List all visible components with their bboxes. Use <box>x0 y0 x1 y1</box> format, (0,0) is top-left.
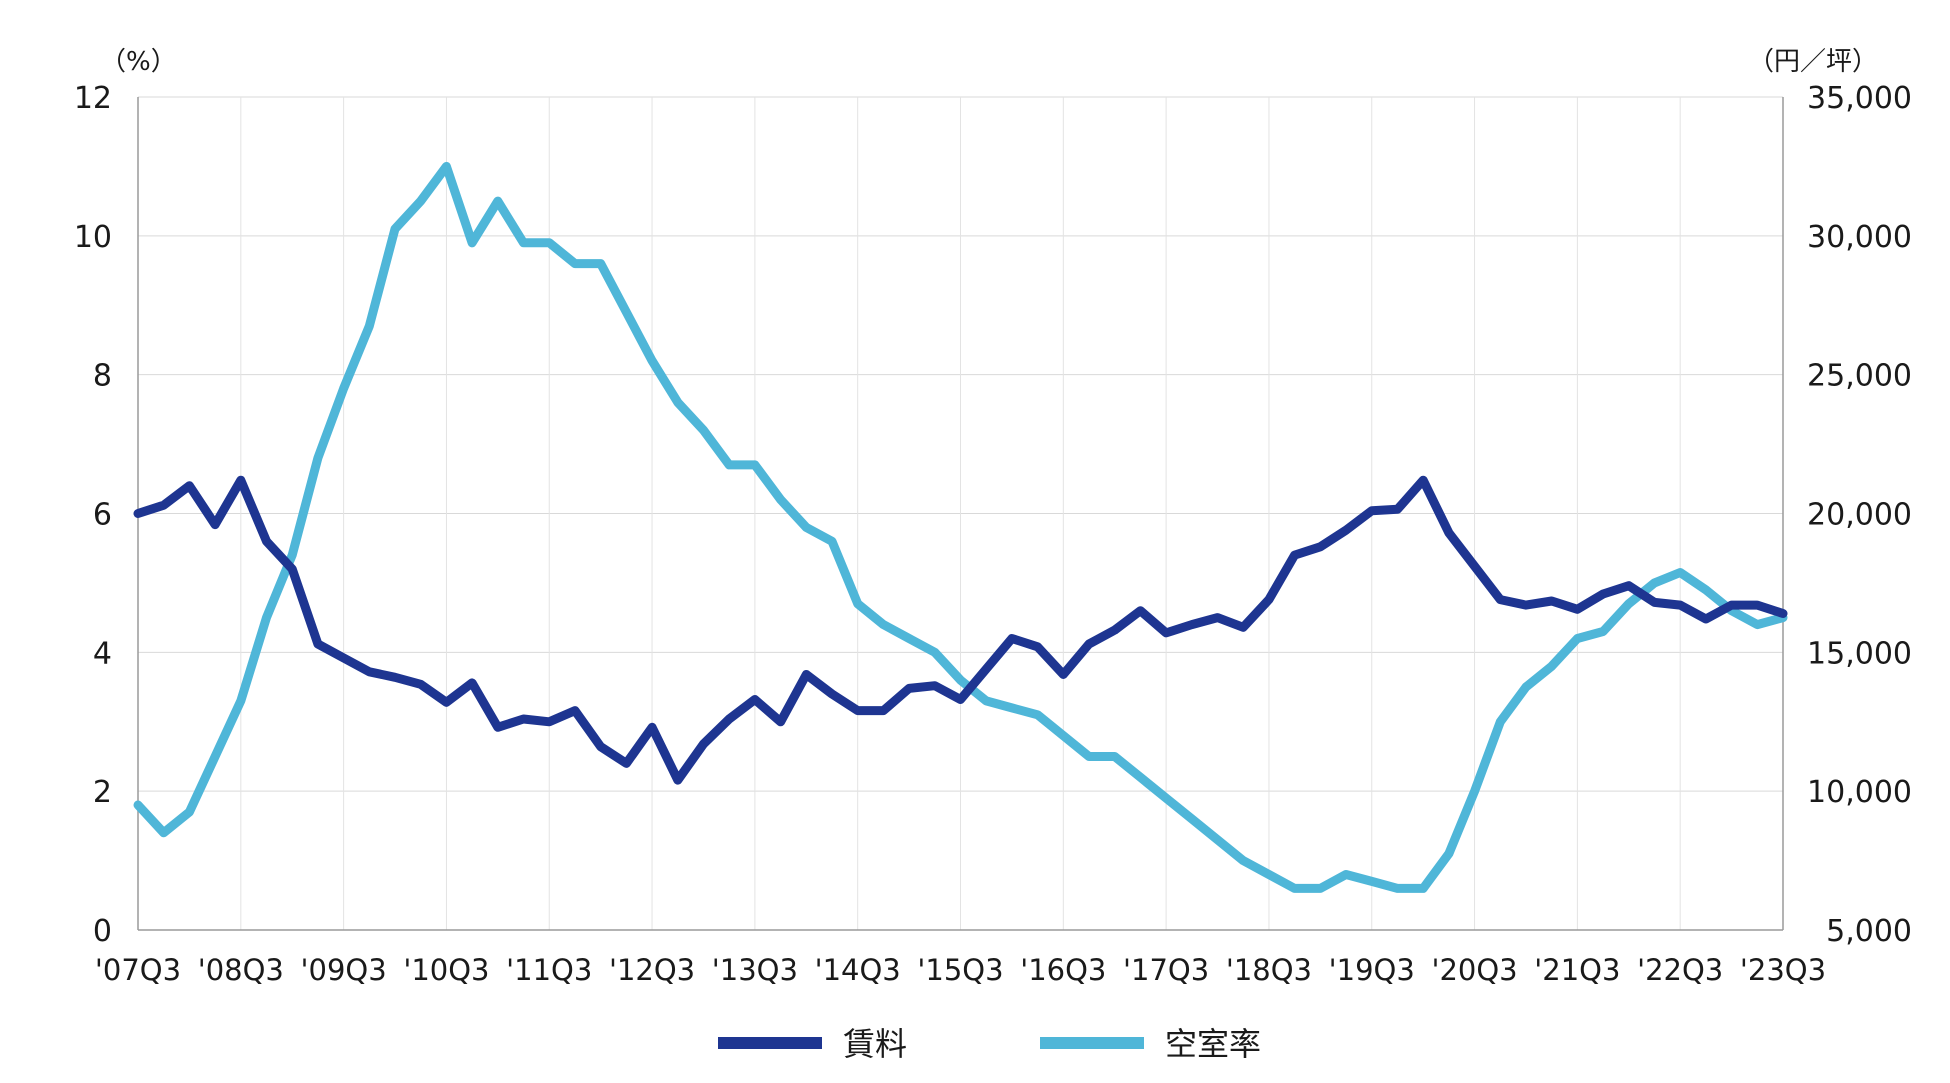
x-tick-label: '17Q3 <box>1123 953 1209 987</box>
series-lines <box>133 161 1788 893</box>
right-axis-tick-labels: 5,000 10,000 15,000 20,000 25,000 30,000 35,00… <box>1807 81 1912 949</box>
left-tick-label: 4 <box>93 636 112 671</box>
x-tick-label: '21Q3 <box>1534 953 1620 987</box>
x-tick-label: '13Q3 <box>712 953 798 987</box>
x-tick-label: '14Q3 <box>815 953 901 987</box>
left-axis-tick-labels: 0 2 4 6 8 10 12 <box>74 81 112 949</box>
right-tick-label: 15,000 <box>1807 636 1912 671</box>
right-axis-unit-label: （円／坪） <box>1748 47 1878 77</box>
right-tick-label: 30,000 <box>1807 220 1912 255</box>
series-line-rent <box>133 475 1788 785</box>
legend: 賃料 空室率 <box>718 1025 1261 1063</box>
left-tick-label: 0 <box>93 914 112 949</box>
x-tick-label: '20Q3 <box>1431 953 1517 987</box>
x-tick-label: '09Q3 <box>301 953 387 987</box>
legend-label-vacancy: 空室率 <box>1165 1025 1261 1063</box>
right-tick-label: 20,000 <box>1807 498 1912 533</box>
right-tick-label: 25,000 <box>1807 359 1912 394</box>
left-tick-label: 12 <box>74 81 112 116</box>
x-tick-label: '08Q3 <box>198 953 284 987</box>
x-tick-label: '12Q3 <box>609 953 695 987</box>
x-tick-label: '22Q3 <box>1637 953 1723 987</box>
x-tick-label: '11Q3 <box>506 953 592 987</box>
x-tick-label: '18Q3 <box>1226 953 1312 987</box>
left-tick-label: 2 <box>93 775 112 810</box>
x-tick-label: '23Q3 <box>1740 953 1826 987</box>
x-axis-tick-labels: '07Q3 '08Q3 '09Q3 '10Q3 '11Q3 '12Q3 '13Q3 '14Q3… <box>95 953 1826 987</box>
left-tick-label: 8 <box>93 359 112 394</box>
left-tick-label: 6 <box>93 498 112 533</box>
left-tick-label: 10 <box>74 220 112 255</box>
right-tick-label: 35,000 <box>1807 81 1912 116</box>
series-line-vacancy <box>133 161 1788 893</box>
x-tick-label: '16Q3 <box>1020 953 1106 987</box>
x-tick-label: '15Q3 <box>917 953 1003 987</box>
left-axis-unit-label: （%） <box>100 47 177 77</box>
x-tick-label: '10Q3 <box>403 953 489 987</box>
right-tick-label: 10,000 <box>1807 775 1912 810</box>
right-tick-label: 5,000 <box>1826 914 1912 949</box>
gridlines <box>138 96 1784 930</box>
x-tick-label: '19Q3 <box>1329 953 1415 987</box>
legend-label-rent: 賃料 <box>843 1025 907 1063</box>
x-tick-label: '07Q3 <box>95 953 181 987</box>
